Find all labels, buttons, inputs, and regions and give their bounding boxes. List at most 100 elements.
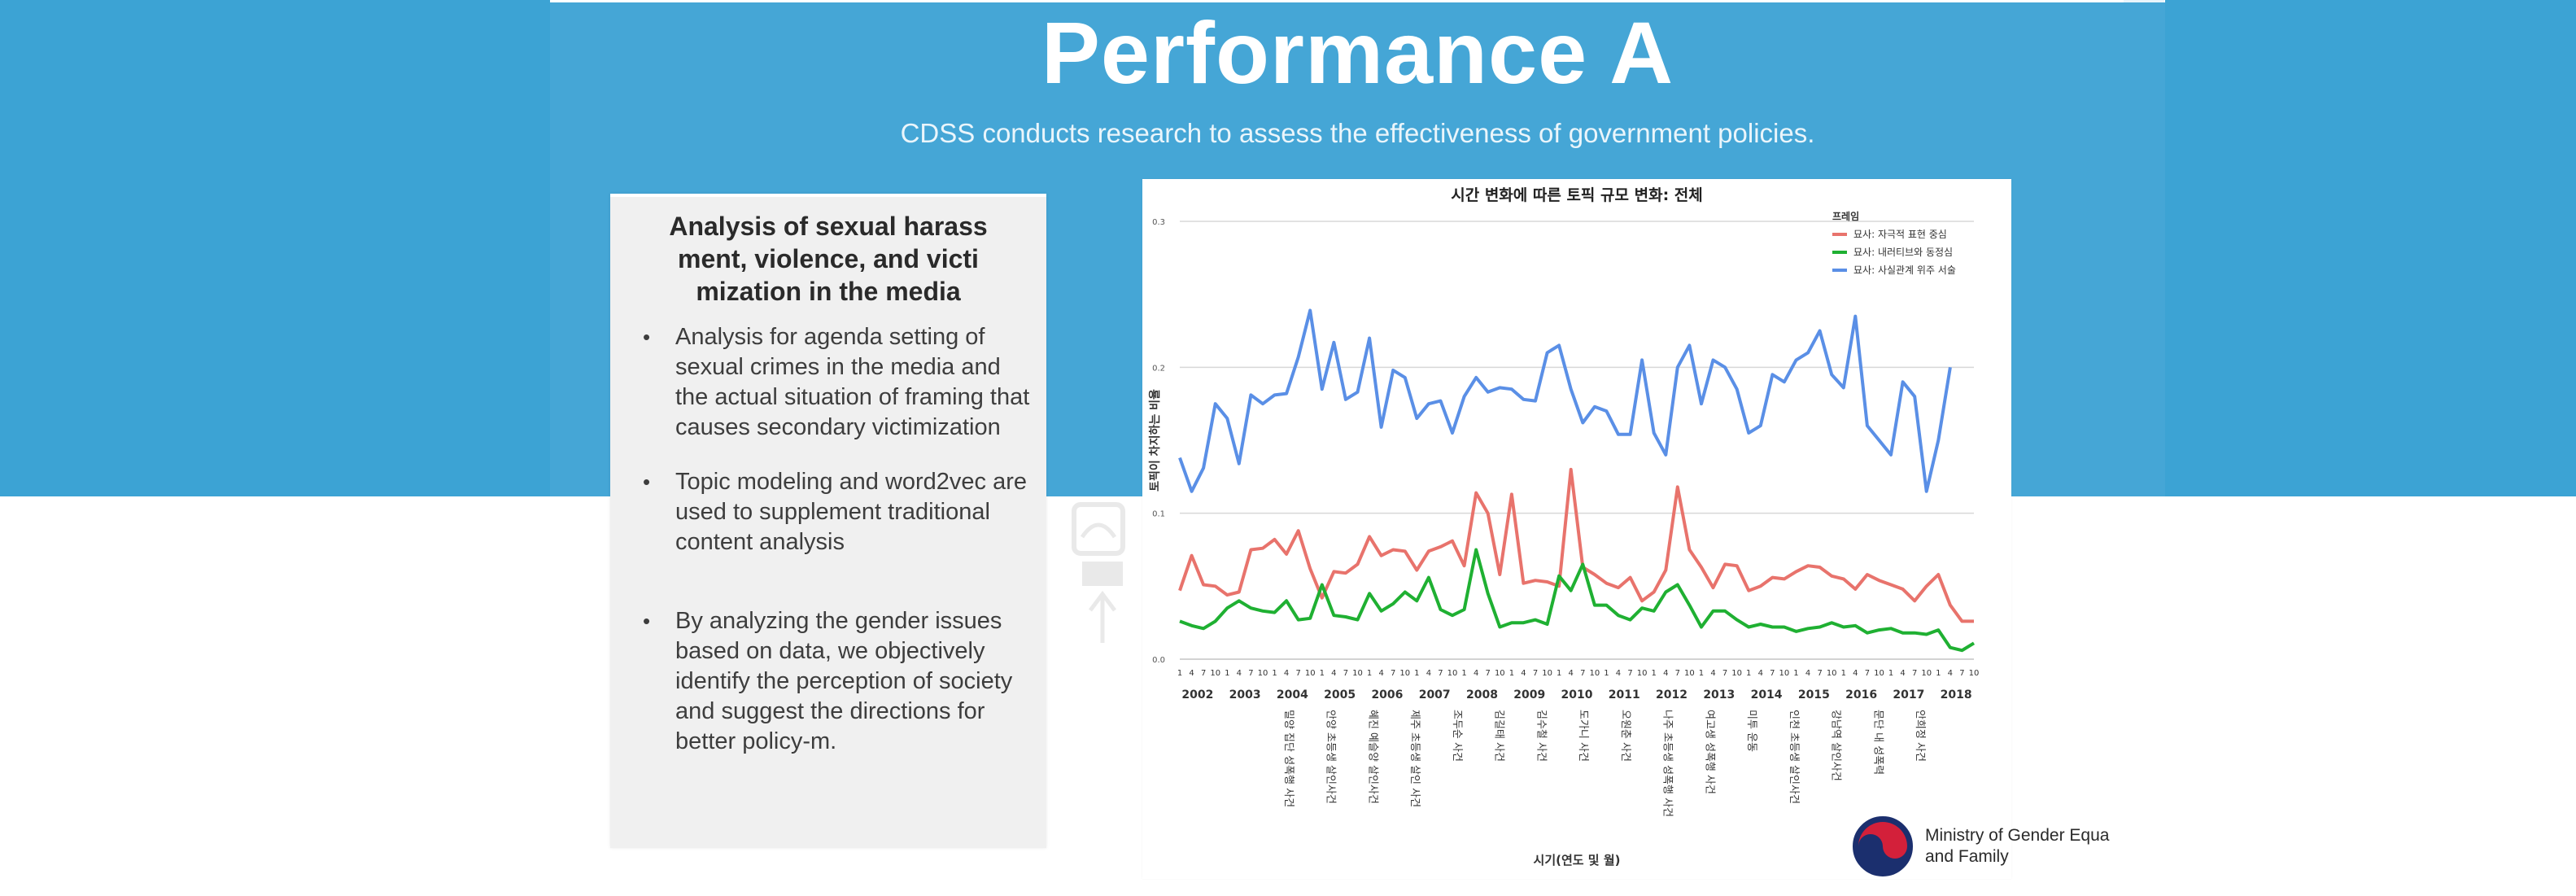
x-month-tick-label: 7 [1912,669,1917,678]
x-month-tick-label: 1 [1272,669,1277,678]
event-label: 김길태 사건 [1493,710,1505,762]
y-tick-label: 0.1 [1152,510,1165,519]
x-month-tick-label: 1 [1177,669,1182,678]
top-divider-accent [2124,0,2164,2]
slide-title: Performance A [1041,3,1674,102]
x-year-label: 2010 [1561,688,1593,702]
x-month-tick-label: 7 [1959,669,1964,678]
x-month-tick-label: 7 [1486,669,1491,678]
chart-title: 시간 변화에 따른 토픽 규모 변화: 전체 [1451,186,1703,204]
x-month-tick-label: 7 [1770,669,1775,678]
x-month-tick-label: 10 [1731,669,1742,678]
top-divider [550,0,2165,2]
analysis-panel: Analysis of sexual harass ment, violence… [610,194,1046,848]
x-month-tick-label: 1 [1320,669,1325,678]
y-tick-label: 0.0 [1152,656,1165,665]
x-month-tick-label: 1 [1557,669,1561,678]
x-month-tick-label: 4 [1948,669,1953,678]
panel-title: Analysis of sexual harass ment, violence… [669,212,988,306]
event-label: 여고생 성폭행 사건 [1703,710,1716,794]
x-year-label: 2014 [1751,688,1783,702]
x-month-tick-label: 10 [1969,669,1980,678]
x-month-tick-label: 4 [1663,669,1668,678]
x-month-tick-label: 10 [1210,669,1220,678]
x-month-tick-label: 4 [1237,669,1242,678]
event-label: 제주 초등생 살인 사건 [1408,710,1421,807]
x-month-tick-label: 7 [1580,669,1585,678]
series-line-2 [1178,308,1952,493]
series-line-1 [1179,548,1976,653]
x-month-tick-label: 4 [1189,669,1194,678]
x-year-label: 2008 [1466,688,1498,702]
x-month-tick-label: 10 [1447,669,1458,678]
x-month-tick-label: 1 [1604,669,1609,678]
x-year-label: 2002 [1181,688,1213,702]
x-month-tick-label: 7 [1865,669,1870,678]
x-year-label: 2018 [1941,688,1972,702]
slide-subtitle: CDSS conducts research to assess the eff… [900,118,1815,148]
event-label: 인천 초등생 살인사건 [1788,710,1800,804]
x-axis-label: 시기(연도 및 월) [1534,853,1621,868]
x-month-tick-label: 10 [1827,669,1837,678]
x-month-tick-label: 7 [1201,669,1206,678]
x-month-tick-label: 4 [1474,669,1478,678]
bullet-dot-icon: • [643,470,651,494]
x-month-tick-label: 4 [1569,669,1574,678]
x-month-tick-label: 10 [1399,669,1410,678]
ministry-logo-icon [1851,815,1915,878]
x-month-tick-label: 4 [1805,669,1810,678]
event-label: 조두순 사건 [1451,710,1463,762]
event-label: 문단 내 성폭력 [1871,710,1884,775]
bullet-text: Analysis for agenda setting of sexual cr… [675,324,1030,440]
x-month-tick-label: 1 [1414,669,1419,678]
bullet-item: • Topic modeling and word2vec are used t… [627,467,1033,557]
legend-title: 프레임 [1832,210,1859,222]
x-month-tick-label: 10 [1921,669,1932,678]
x-month-tick-label: 7 [1675,669,1680,678]
x-year-label: 2004 [1277,688,1308,702]
x-month-tick-label: 4 [1710,669,1715,678]
x-month-tick-label: 4 [1378,669,1383,678]
x-year-label: 2016 [1845,688,1877,702]
x-month-tick-label: 1 [1841,669,1846,678]
event-label: 강남역 살인사건 [1830,710,1842,781]
x-month-tick-label: 4 [1521,669,1526,678]
x-month-tick-label: 4 [1900,669,1905,678]
x-month-tick-label: 1 [1225,669,1229,678]
x-year-label: 2012 [1656,688,1687,702]
bullet-item: • Analysis for agenda setting of sexual … [627,322,1033,443]
legend-entry-0: 묘사: 자극적 표현 중심 [1853,229,1947,240]
bullet-dot-icon: • [643,609,651,633]
x-month-tick-label: 10 [1352,669,1363,678]
event-label: 미투 운동 [1745,710,1757,752]
x-month-tick-label: 7 [1391,669,1395,678]
x-month-tick-label: 10 [1305,669,1316,678]
x-year-label: 2009 [1513,688,1545,702]
x-month-tick-label: 1 [1651,669,1656,678]
x-year-label: 2005 [1324,688,1356,702]
x-month-tick-label: 1 [1888,669,1893,678]
bullet-text: By analyzing the gender issues based on … [675,608,1013,754]
bullet-item: • By analyzing the gender issues based o… [627,606,1033,757]
x-month-tick-label: 10 [1542,669,1552,678]
x-year-label: 2013 [1703,688,1735,702]
broadcast-watermark-icon [1072,502,1125,643]
x-month-tick-label: 4 [1426,669,1431,678]
x-month-tick-label: 1 [1509,669,1514,678]
x-year-label: 2011 [1609,688,1640,702]
x-month-tick-label: 4 [1331,669,1336,678]
x-month-tick-label: 7 [1533,669,1538,678]
topic-trend-chart: 시간 변화에 따른 토픽 규모 변화: 전체 0.0 0.1 0.2 0.3 토픽이 차지… [1142,179,2011,879]
chart-svg: 시간 변화에 따른 토픽 규모 변화: 전체 0.0 0.1 0.2 0.3 토픽이 차지… [1148,186,1980,868]
event-label: 오원춘 사건 [1619,710,1631,762]
x-month-tick-label: 10 [1495,669,1505,678]
x-month-tick-label: 7 [1248,669,1253,678]
x-month-tick-label: 10 [1684,669,1695,678]
x-month-tick-label: 1 [1699,669,1704,678]
x-year-label: 2007 [1419,688,1451,702]
x-month-tick-label: 10 [1589,669,1600,678]
x-year-label: 2003 [1229,688,1261,702]
x-year-label: 2017 [1893,688,1924,702]
event-label: 밀양 집단 성폭행 사건 [1282,710,1295,807]
y-axis-label: 토픽이 차지하는 비율 [1148,389,1162,492]
